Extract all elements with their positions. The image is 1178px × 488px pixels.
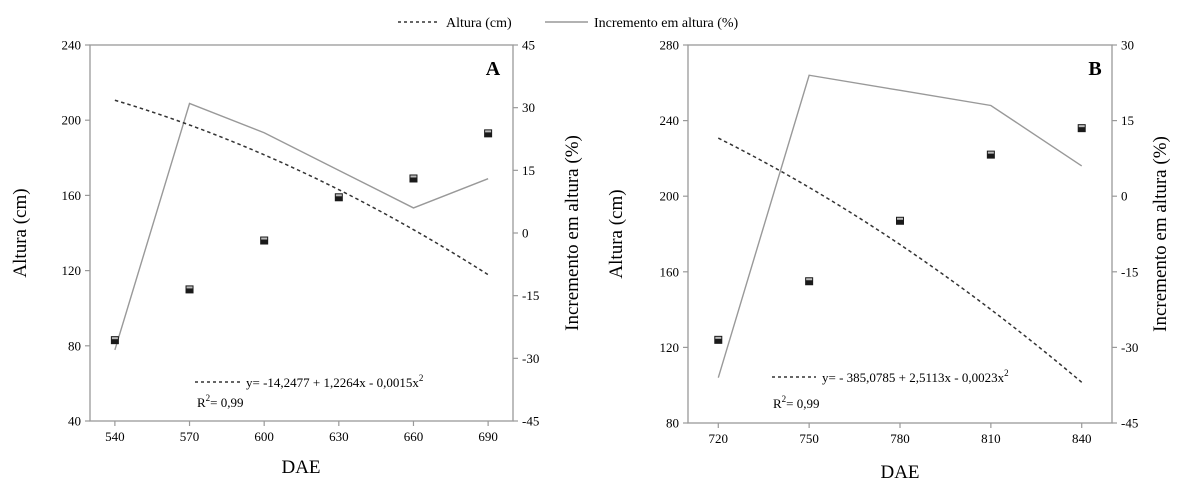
y-tick-label: 200 [62,113,82,128]
panel-b: B DAE Altura (cm) Incremento em altura (… [606,38,1171,484]
equation-exponent: 2 [419,373,424,383]
y-axis-label: Altura (cm) [606,189,627,278]
x-tick-label: 780 [890,431,910,446]
y-tick-label: 40 [68,414,81,429]
y2-tick-label: 15 [522,163,535,178]
observed-point-highlight [335,194,342,197]
r2-superscript: 2 [782,394,787,404]
observed-point-highlight [410,175,417,178]
r2-value: = 0,99 [786,396,819,411]
equation-exponent: 2 [1004,368,1009,378]
x-axis-label: DAE [880,462,919,483]
x-tick-label: 570 [180,429,200,444]
regression-equation: y= - 385,0785 + 2,5113x - 0,0023x2 [822,368,1009,385]
y2-axis-label: Incremento em altura (%) [1150,136,1171,332]
y-tick-label: 280 [660,38,680,53]
observed-point-highlight [111,337,118,340]
y2-tick-label: -30 [522,351,539,366]
observed-point-highlight [897,217,903,220]
observed-point [260,236,269,245]
observed-point-highlight [485,130,492,133]
x-axis-label: DAE [281,457,320,478]
y2-tick-label: -15 [522,288,539,303]
y-tick-label: 120 [660,340,680,355]
equation-text: y= -14,2477 + 1,2264x - 0,0015x [246,375,419,390]
observed-point [1077,124,1086,133]
y-tick-label: 240 [62,38,82,53]
observed-point [986,150,995,159]
x-tick-label: 810 [981,431,1001,446]
y2-tick-label: 30 [1121,38,1134,53]
panel-a: A DAE Altura (cm) Incremento em altura (… [10,38,583,479]
observed-point [334,193,343,202]
y-tick-label: 80 [666,416,679,431]
r2-prefix: R [197,395,206,410]
y2-tick-label: 0 [1121,189,1128,204]
y2-tick-label: 15 [1121,113,1134,128]
observed-point [409,174,418,183]
legend: Altura (cm) Incremento em altura (%) [398,16,739,31]
y2-tick-label: -30 [1121,340,1138,355]
x-tick-label: 750 [799,431,819,446]
observed-point [714,335,723,344]
legend-increment-label: Incremento em altura (%) [594,16,739,31]
y2-tick-label: 30 [522,100,535,115]
fit-curve-line [114,99,489,276]
x-tick-label: 720 [709,431,729,446]
x-tick-label: 540 [105,429,125,444]
plot-frame [687,44,1113,424]
y2-tick-label: -45 [522,414,539,429]
y2-tick-label: 0 [522,226,529,241]
observed-point-highlight [186,286,193,289]
observed-point [110,336,119,345]
panel-label: B [1088,58,1101,80]
y-tick-label: 120 [62,263,82,278]
r2-superscript: 2 [206,393,211,403]
y2-tick-label: -15 [1121,264,1138,279]
observed-point-highlight [806,278,813,281]
panel-label: A [486,58,501,80]
plot-frame [89,44,514,422]
observed-point-highlight [715,336,722,339]
equation-text: y= - 385,0785 + 2,5113x - 0,0023x [822,370,1005,385]
x-tick-label: 690 [478,429,498,444]
increment-series-line [114,102,489,351]
x-tick-label: 630 [329,429,349,444]
observed-point-highlight [261,237,268,240]
observed-point-highlight [1078,125,1085,128]
y-tick-label: 240 [660,113,680,128]
observed-point [805,277,814,286]
r2-prefix: R [773,396,782,411]
y2-axis-label: Incremento em altura (%) [562,135,583,331]
r2-value: = 0,99 [210,395,243,410]
r-squared: R2= 0,99 [197,393,244,410]
y2-tick-label: -45 [1121,416,1138,431]
observed-point-highlight [987,151,994,154]
increment-series-line [717,74,1083,378]
x-tick-label: 660 [404,429,424,444]
y-tick-label: 80 [68,338,81,353]
r-squared: R2= 0,99 [773,394,820,411]
y-tick-label: 160 [660,264,680,279]
y-tick-label: 160 [62,188,82,203]
x-tick-label: 840 [1072,431,1092,446]
y-tick-label: 200 [660,189,680,204]
y-axis-label: Altura (cm) [10,188,31,277]
observed-point [484,129,493,138]
x-tick-label: 600 [254,429,274,444]
regression-equation: y= -14,2477 + 1,2264x - 0,0015x2 [246,373,423,390]
observed-point [185,285,194,294]
legend-fit-label: Altura (cm) [446,16,512,31]
fit-curve-line [717,137,1083,383]
observed-point [896,216,904,225]
y2-tick-label: 45 [522,38,535,53]
